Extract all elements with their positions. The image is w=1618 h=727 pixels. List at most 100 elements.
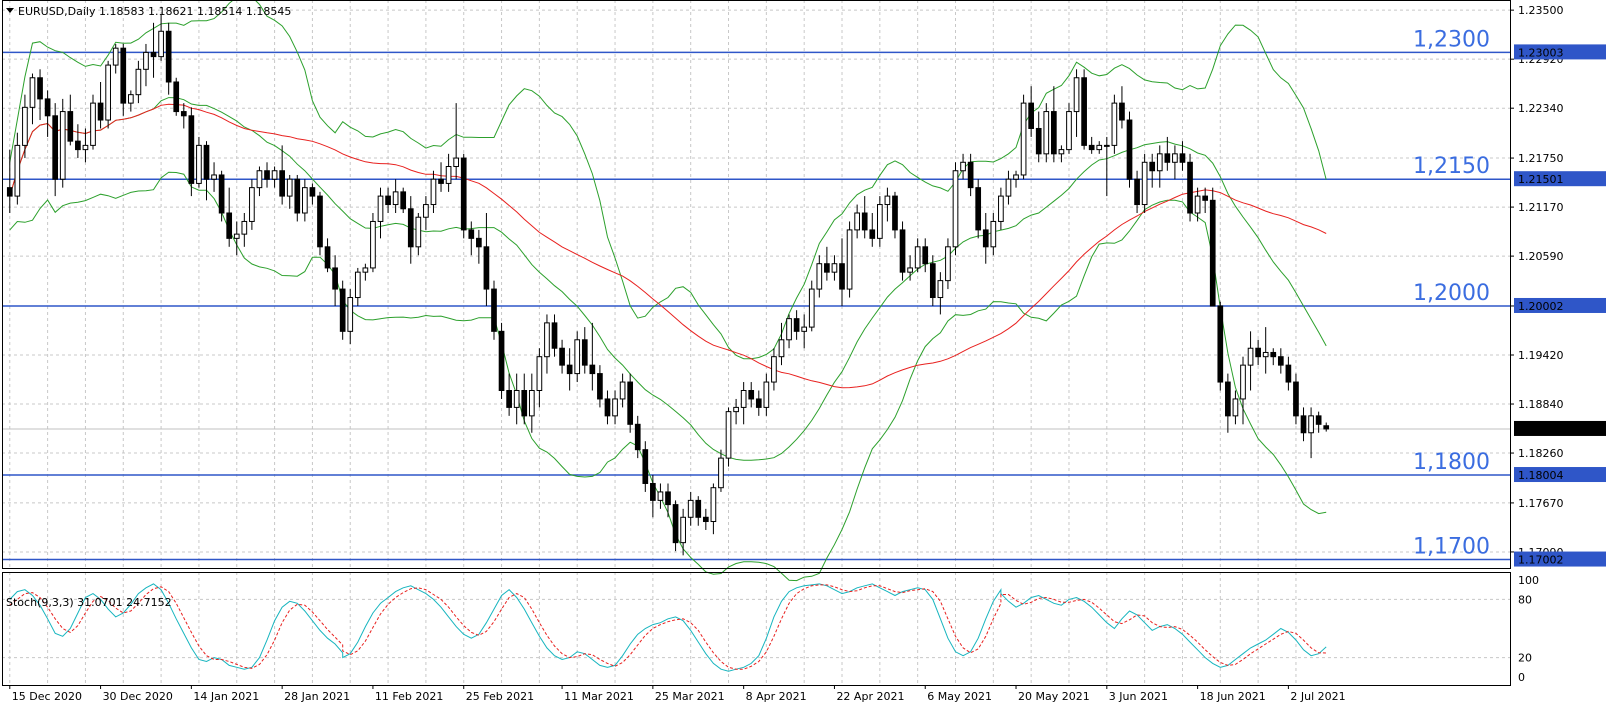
candle[interactable] bbox=[127, 94, 134, 104]
candle[interactable] bbox=[150, 51, 157, 58]
candle[interactable] bbox=[483, 246, 490, 290]
candle[interactable] bbox=[460, 157, 467, 231]
candle[interactable] bbox=[650, 482, 656, 501]
candle[interactable] bbox=[634, 423, 641, 451]
candle[interactable] bbox=[1096, 144, 1103, 151]
candle[interactable] bbox=[907, 267, 913, 273]
candle[interactable] bbox=[332, 267, 338, 290]
candle[interactable] bbox=[892, 195, 898, 231]
candle[interactable] bbox=[294, 178, 301, 214]
candle[interactable] bbox=[438, 178, 444, 184]
candle[interactable] bbox=[302, 187, 308, 214]
candle[interactable] bbox=[1225, 381, 1231, 417]
candle[interactable] bbox=[710, 487, 717, 523]
candle[interactable] bbox=[188, 115, 195, 184]
candle[interactable] bbox=[1081, 77, 1087, 146]
candle[interactable] bbox=[430, 178, 437, 206]
candle[interactable] bbox=[816, 263, 823, 290]
candle[interactable] bbox=[1247, 347, 1254, 366]
candle[interactable] bbox=[1126, 119, 1133, 180]
candle[interactable] bbox=[748, 390, 755, 400]
candle[interactable] bbox=[143, 51, 149, 70]
candle[interactable] bbox=[1323, 425, 1330, 430]
candle[interactable] bbox=[982, 229, 989, 248]
candle[interactable] bbox=[324, 246, 331, 269]
candle[interactable] bbox=[180, 111, 187, 117]
candle[interactable] bbox=[1194, 195, 1201, 214]
candle[interactable] bbox=[1308, 415, 1314, 434]
candle[interactable] bbox=[370, 220, 376, 269]
candle[interactable] bbox=[1270, 351, 1277, 358]
candle[interactable] bbox=[271, 170, 278, 180]
candle[interactable] bbox=[1255, 347, 1261, 358]
candle[interactable] bbox=[1119, 102, 1125, 121]
candle[interactable] bbox=[1028, 102, 1034, 129]
candle[interactable] bbox=[90, 102, 96, 146]
candle[interactable] bbox=[354, 271, 361, 299]
candle[interactable] bbox=[1156, 153, 1163, 172]
candle[interactable] bbox=[1141, 161, 1148, 206]
candle[interactable] bbox=[279, 170, 285, 197]
candle[interactable] bbox=[627, 381, 634, 425]
candle[interactable] bbox=[672, 504, 679, 544]
candle[interactable] bbox=[990, 220, 997, 248]
candle[interactable] bbox=[196, 144, 202, 184]
candle[interactable] bbox=[1149, 161, 1156, 172]
candle[interactable] bbox=[506, 390, 512, 408]
candle[interactable] bbox=[1217, 305, 1224, 383]
candle[interactable] bbox=[158, 30, 164, 58]
candle[interactable] bbox=[1111, 102, 1118, 146]
candle[interactable] bbox=[612, 398, 618, 417]
candle[interactable] bbox=[975, 187, 982, 231]
candle[interactable] bbox=[362, 267, 369, 273]
candle[interactable] bbox=[52, 115, 59, 180]
candle[interactable] bbox=[1066, 111, 1072, 151]
candle[interactable] bbox=[808, 288, 815, 328]
candle[interactable] bbox=[914, 246, 921, 269]
candle[interactable] bbox=[929, 263, 936, 299]
candle[interactable] bbox=[173, 81, 180, 113]
candle[interactable] bbox=[778, 339, 785, 358]
candle[interactable] bbox=[1013, 174, 1019, 180]
candle[interactable] bbox=[786, 318, 792, 341]
candle[interactable] bbox=[1020, 102, 1027, 176]
candle[interactable] bbox=[536, 356, 543, 392]
candle[interactable] bbox=[203, 144, 210, 180]
candle[interactable] bbox=[899, 229, 906, 273]
candle[interactable] bbox=[1202, 195, 1209, 201]
candle[interactable] bbox=[733, 406, 739, 413]
candle[interactable] bbox=[6, 187, 13, 197]
candle[interactable] bbox=[581, 339, 588, 366]
candle[interactable] bbox=[566, 364, 573, 375]
candle[interactable] bbox=[377, 195, 384, 222]
candle[interactable] bbox=[695, 499, 702, 518]
triangle-down-icon[interactable] bbox=[6, 8, 14, 13]
candle[interactable] bbox=[75, 140, 81, 151]
candle[interactable] bbox=[226, 212, 233, 239]
candle[interactable] bbox=[665, 491, 671, 506]
candle[interactable] bbox=[29, 77, 36, 108]
candle[interactable] bbox=[218, 174, 225, 214]
candle[interactable] bbox=[998, 195, 1004, 222]
candle[interactable] bbox=[82, 144, 89, 151]
candle[interactable] bbox=[264, 170, 270, 180]
candle[interactable] bbox=[286, 178, 293, 197]
candle[interactable] bbox=[1209, 199, 1216, 307]
candle[interactable] bbox=[642, 449, 649, 484]
candle[interactable] bbox=[339, 288, 346, 332]
candle[interactable] bbox=[861, 212, 868, 231]
candle[interactable] bbox=[1073, 77, 1080, 113]
candle[interactable] bbox=[347, 297, 354, 332]
candle[interactable] bbox=[1179, 153, 1186, 163]
candle[interactable] bbox=[241, 220, 248, 235]
candle[interactable] bbox=[392, 191, 399, 206]
candle[interactable] bbox=[854, 212, 860, 231]
candle[interactable] bbox=[1240, 364, 1246, 400]
candle[interactable] bbox=[1005, 178, 1012, 197]
candle[interactable] bbox=[619, 381, 626, 400]
candle[interactable] bbox=[407, 208, 414, 248]
candle[interactable] bbox=[1232, 398, 1239, 417]
candle[interactable] bbox=[1300, 415, 1307, 434]
candle[interactable] bbox=[1088, 144, 1095, 151]
candle[interactable] bbox=[256, 170, 263, 189]
